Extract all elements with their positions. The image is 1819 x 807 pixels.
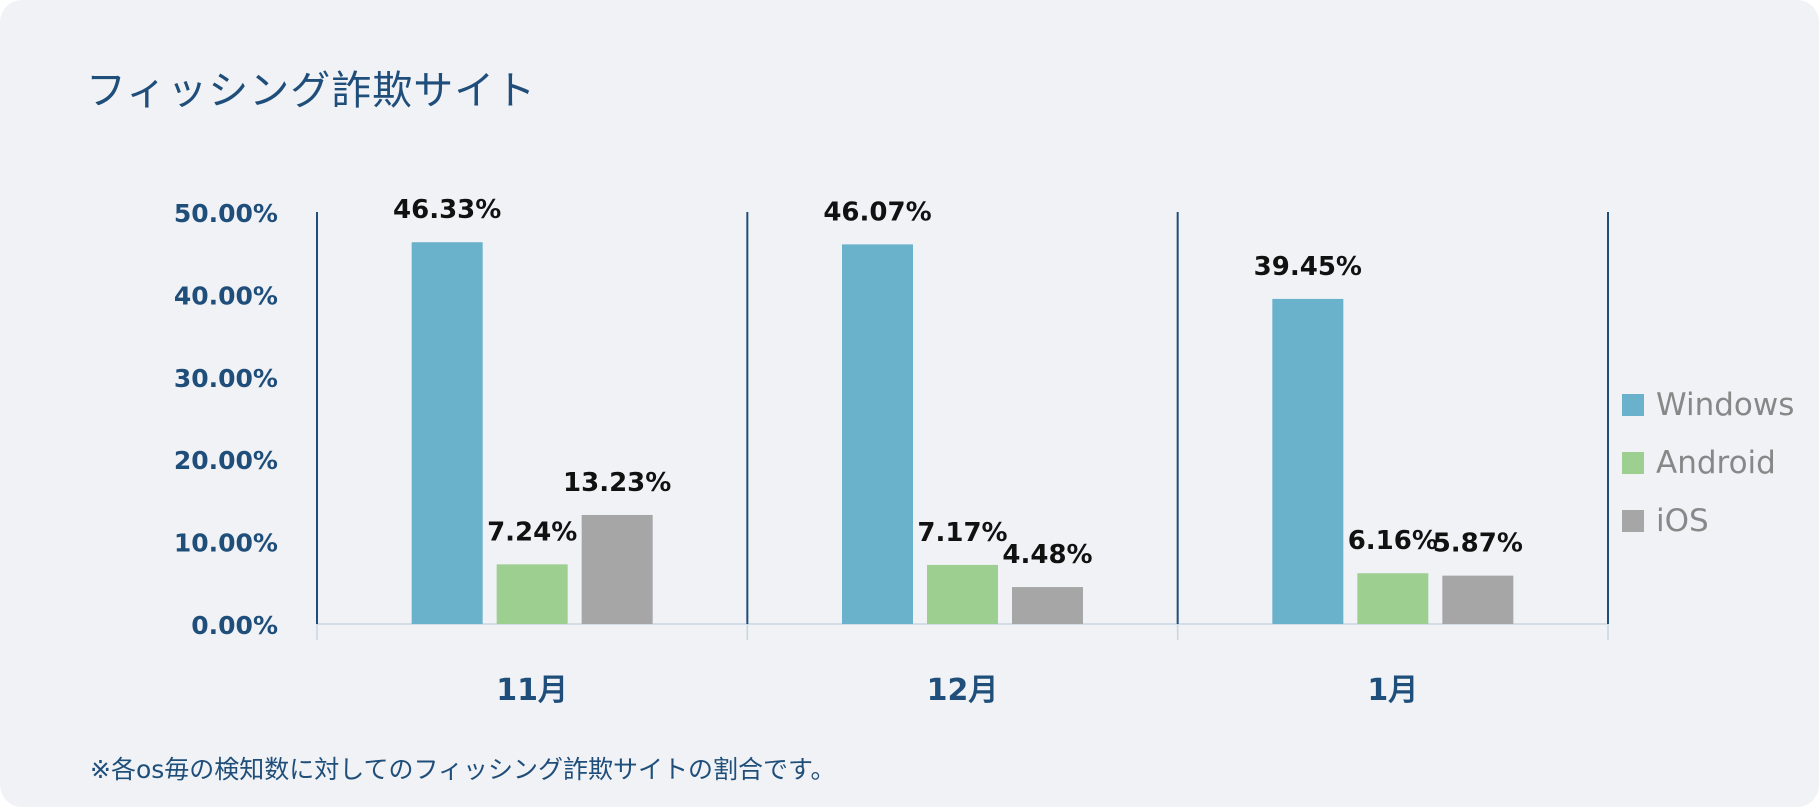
bar-android [927, 564, 998, 624]
data-label: 5.87% [1433, 529, 1523, 559]
legend-label-android: Android [1656, 445, 1776, 481]
chart-title: フィッシング詐欺サイト [86, 68, 537, 114]
data-label: 7.24% [487, 517, 577, 547]
data-label: 46.07% [823, 197, 931, 227]
legend-item-windows: Windows [1622, 376, 1794, 434]
bar-ios [581, 514, 653, 624]
legend-swatch-android [1622, 452, 1644, 474]
data-label: 7.17% [917, 518, 1007, 548]
bar-android [1357, 573, 1429, 624]
legend-swatch-ios [1622, 510, 1644, 532]
data-label: 4.48% [1002, 540, 1092, 570]
legend-label-ios: iOS [1656, 503, 1709, 539]
legend-label-windows: Windows [1656, 387, 1795, 423]
legend-item-ios: iOS [1622, 492, 1794, 550]
data-label: 6.16% [1348, 526, 1438, 556]
data-label: 46.33% [393, 195, 501, 225]
y-tick-label: 10.00% [174, 529, 278, 558]
legend-swatch-windows [1622, 394, 1644, 416]
y-tick-label: 30.00% [174, 364, 278, 393]
y-tick-label: 0.00% [191, 611, 278, 640]
legend: Windows Android iOS [1622, 376, 1794, 550]
bar-windows [842, 244, 913, 625]
data-label: 13.23% [563, 468, 671, 498]
y-tick-label: 50.00% [174, 199, 278, 228]
bar-android [496, 564, 568, 624]
x-category-label: 12月 [927, 673, 999, 708]
x-category-label: 11月 [496, 673, 568, 708]
y-tick-label: 20.00% [174, 446, 278, 475]
data-label: 39.45% [1254, 252, 1362, 282]
x-category-label: 1月 [1367, 673, 1418, 708]
bar-windows [411, 242, 483, 625]
bar-ios [1012, 587, 1083, 624]
bar-ios [1442, 575, 1514, 624]
legend-item-android: Android [1622, 434, 1794, 492]
y-tick-label: 40.00% [174, 281, 278, 310]
footnote: ※各os毎の検知数に対してのフィッシング詐欺サイトの割合です。 [90, 755, 836, 784]
bar-windows [1272, 298, 1344, 624]
